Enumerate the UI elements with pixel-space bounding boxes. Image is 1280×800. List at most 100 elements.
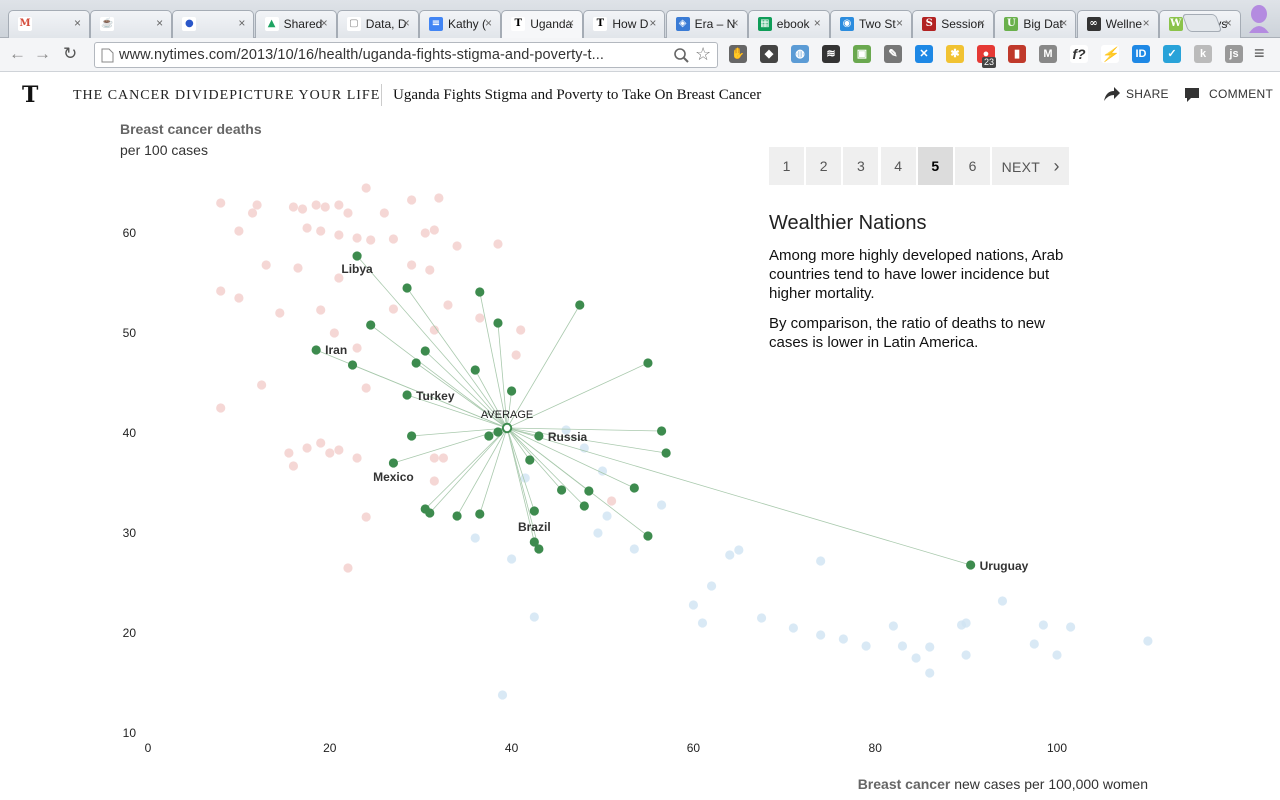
extension-icon[interactable]: ≋	[822, 45, 840, 63]
profile-icon[interactable]	[1248, 5, 1270, 33]
faded-point[interactable]	[257, 380, 267, 390]
faded-point[interactable]	[297, 204, 308, 214]
tab-close-icon[interactable]: ×	[649, 16, 657, 30]
faded-point[interactable]	[284, 448, 294, 458]
faded-point[interactable]	[1038, 620, 1048, 630]
faded-point[interactable]	[234, 226, 244, 236]
tab-close-icon[interactable]: ×	[731, 16, 739, 30]
faded-point[interactable]	[216, 403, 226, 413]
comment-icon[interactable]	[1184, 87, 1200, 103]
extension-icon[interactable]: ✋	[729, 45, 747, 63]
extension-icon[interactable]: js	[1225, 45, 1243, 63]
tab-close-icon[interactable]: ×	[1142, 16, 1150, 30]
highlighted-point[interactable]	[411, 358, 421, 368]
faded-point[interactable]	[352, 343, 362, 353]
faded-point[interactable]	[334, 200, 344, 210]
browser-tab[interactable]: ◉ Two St ×	[830, 10, 912, 38]
faded-point[interactable]	[311, 200, 321, 210]
faded-point[interactable]	[216, 198, 226, 208]
tab-close-icon[interactable]: ×	[567, 16, 575, 30]
tab-close-icon[interactable]: ×	[238, 16, 246, 30]
menu-icon[interactable]: ≡	[1254, 43, 1265, 63]
browser-tab[interactable]: T Uganda ×	[501, 10, 584, 38]
tab-close-icon[interactable]: ×	[813, 16, 821, 30]
highlighted-point[interactable]	[534, 431, 544, 441]
highlighted-point[interactable]	[420, 346, 430, 356]
highlighted-point[interactable]	[579, 501, 589, 511]
browser-tab[interactable]: S Session ×	[912, 10, 995, 38]
highlighted-point[interactable]	[475, 509, 485, 519]
url-text[interactable]: www.nytimes.com/2013/10/16/health/uganda…	[119, 47, 605, 63]
browser-tab[interactable]: ∞ Wellne ×	[1076, 10, 1159, 38]
highlighted-point[interactable]	[966, 560, 976, 570]
section-title[interactable]: THE CANCER DIVIDEPICTURE YOUR LIFE	[73, 88, 381, 103]
highlighted-point[interactable]	[407, 431, 417, 441]
faded-point[interactable]	[388, 234, 399, 244]
highlighted-point[interactable]	[470, 365, 480, 375]
tab-close-icon[interactable]: ×	[320, 16, 328, 30]
faded-point[interactable]	[816, 556, 826, 566]
extension-icon[interactable]: ◍	[791, 45, 809, 63]
reload-icon[interactable]: ↻	[63, 44, 78, 63]
highlighted-point[interactable]	[556, 485, 567, 495]
extension-icon[interactable]: ✓	[1163, 45, 1181, 63]
faded-point[interactable]	[429, 476, 439, 486]
faded-point[interactable]	[516, 325, 526, 335]
faded-point[interactable]	[443, 300, 453, 310]
faded-point[interactable]	[507, 554, 517, 564]
faded-point[interactable]	[606, 496, 617, 506]
browser-tab[interactable]: ▦ ebook ×	[747, 10, 830, 38]
extension-icon[interactable]: ✎	[884, 45, 902, 63]
highlighted-point[interactable]	[529, 537, 539, 547]
faded-point[interactable]	[216, 286, 226, 296]
highlighted-point[interactable]	[575, 300, 585, 310]
browser-tab[interactable]: T How D ×	[583, 10, 666, 38]
highlighted-point[interactable]	[656, 426, 667, 436]
faded-point[interactable]	[429, 453, 439, 463]
forward-icon[interactable]: →	[34, 44, 51, 63]
faded-point[interactable]	[407, 195, 417, 205]
faded-point[interactable]	[361, 512, 371, 522]
faded-point[interactable]	[756, 613, 767, 623]
tab-close-icon[interactable]: ×	[156, 16, 164, 30]
highlighted-point[interactable]	[366, 320, 376, 330]
extension-icon[interactable]: k	[1194, 45, 1212, 63]
faded-point[interactable]	[361, 383, 371, 393]
tab-close-icon[interactable]: ×	[484, 16, 492, 30]
faded-point[interactable]	[325, 448, 335, 458]
faded-point[interactable]	[252, 200, 262, 210]
faded-point[interactable]	[293, 263, 303, 273]
faded-point[interactable]	[302, 223, 312, 233]
faded-point[interactable]	[420, 228, 430, 238]
highlighted-point[interactable]	[529, 506, 539, 516]
faded-point[interactable]	[334, 273, 344, 283]
page-button-4[interactable]: 4	[880, 147, 916, 185]
page-button-5[interactable]: 5	[917, 147, 953, 185]
highlighted-point[interactable]	[388, 458, 399, 468]
page-button-1[interactable]: 1	[769, 147, 804, 185]
faded-point[interactable]	[997, 596, 1008, 606]
faded-point[interactable]	[597, 466, 608, 476]
extension-icon[interactable]: ID	[1132, 45, 1150, 63]
faded-point[interactable]	[334, 445, 344, 455]
faded-point[interactable]	[656, 500, 667, 510]
faded-point[interactable]	[316, 438, 326, 448]
faded-point[interactable]	[1143, 636, 1153, 646]
faded-point[interactable]	[706, 581, 717, 591]
browser-tab[interactable]: ☕ ×	[90, 10, 173, 38]
faded-point[interactable]	[961, 618, 971, 628]
next-button[interactable]: NEXT ›	[992, 147, 1070, 185]
faded-point[interactable]	[897, 641, 908, 651]
faded-point[interactable]	[1066, 622, 1076, 632]
faded-point[interactable]	[316, 226, 326, 236]
faded-point[interactable]	[329, 328, 339, 338]
tab-close-icon[interactable]: ×	[895, 16, 903, 30]
highlighted-point[interactable]	[452, 511, 462, 521]
average-point[interactable]	[501, 422, 513, 434]
faded-point[interactable]	[697, 618, 708, 628]
faded-point[interactable]	[888, 621, 898, 631]
faded-point[interactable]	[366, 235, 376, 245]
faded-point[interactable]	[429, 225, 439, 235]
zoom-icon[interactable]	[673, 47, 690, 64]
faded-point[interactable]	[352, 453, 362, 463]
